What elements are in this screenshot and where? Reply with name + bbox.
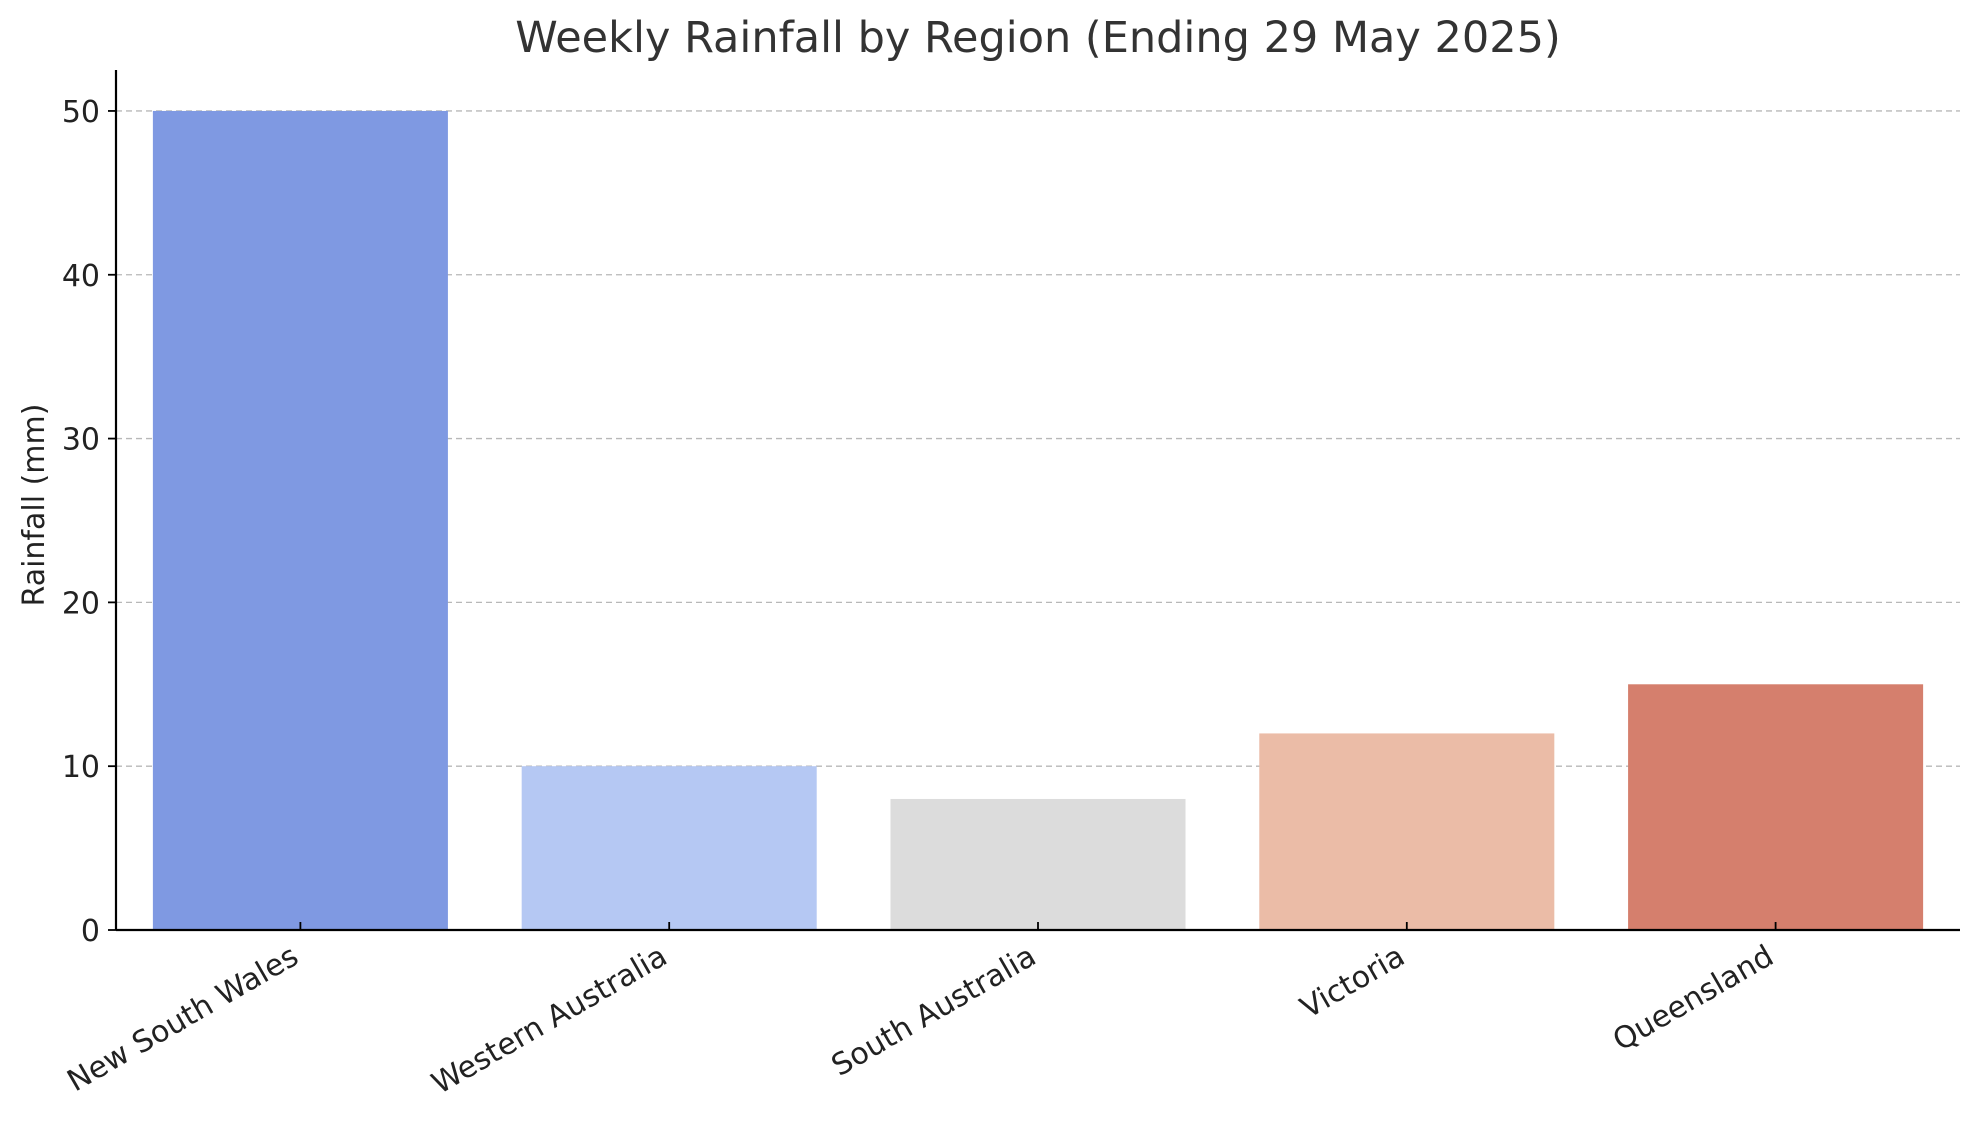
- y-tick-label-30: 30: [62, 423, 100, 458]
- x-tick-label-new-south-wales: New South Wales: [62, 939, 305, 1099]
- bars: [152, 110, 1924, 930]
- y-tick-label-40: 40: [62, 259, 100, 294]
- y-tick-label-50: 50: [62, 95, 100, 130]
- bar-queensland: [1628, 684, 1924, 930]
- bar-new-south-wales: [152, 110, 448, 930]
- y-tick-label-0: 0: [81, 914, 100, 949]
- bar-victoria: [1259, 733, 1555, 930]
- chart-title: Weekly Rainfall by Region (Ending 29 May…: [515, 13, 1561, 63]
- y-axis-ticks: 0 10 20 30 40 50: [62, 95, 116, 949]
- grid-lines: [116, 110, 1960, 767]
- y-tick-label-20: 20: [62, 586, 100, 621]
- x-axis-ticks: New South Wales Western Australia South Au…: [62, 922, 1780, 1102]
- x-tick-label-western-australia: Western Australia: [426, 939, 673, 1102]
- x-tick-label-victoria: Victoria: [1295, 939, 1411, 1026]
- y-tick-label-10: 10: [62, 750, 100, 785]
- x-tick-label-south-australia: South Australia: [826, 939, 1042, 1084]
- x-tick-label-queensland: Queensland: [1607, 939, 1779, 1059]
- y-axis-label: Rainfall (mm): [17, 404, 52, 607]
- bar-south-australia: [890, 798, 1186, 930]
- bar-western-australia: [521, 766, 817, 930]
